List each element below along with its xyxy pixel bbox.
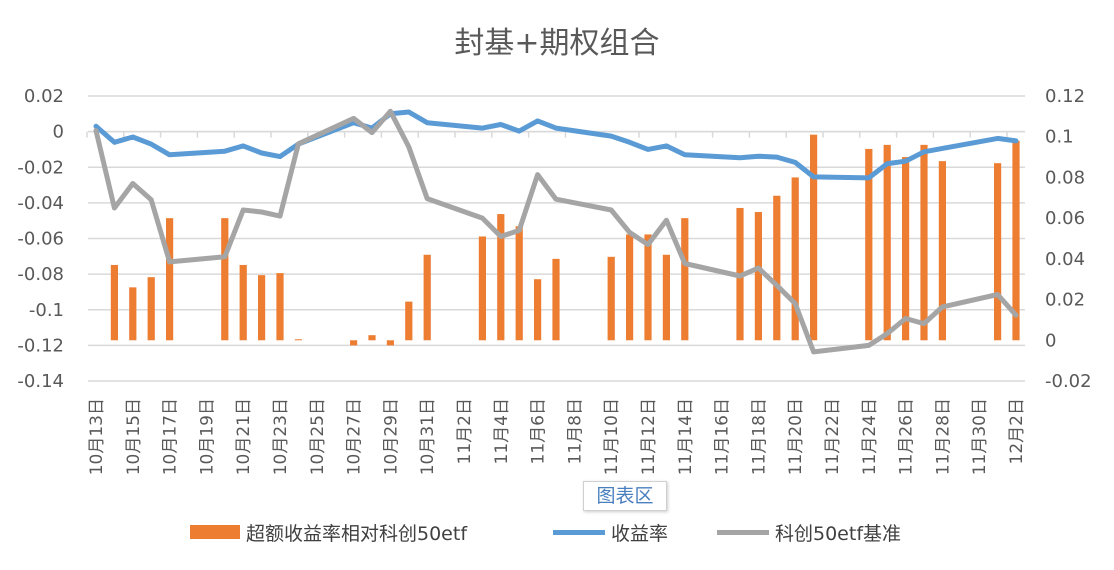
x-tick-label: 11月8日 <box>565 398 585 464</box>
x-tick-label: 11月28日 <box>933 398 953 475</box>
y-left-tick-label: -0.14 <box>17 371 64 392</box>
x-tick-label: 10月25日 <box>308 398 328 475</box>
x-tick-label: 10月17日 <box>161 398 181 475</box>
bar-excess-return <box>534 279 542 341</box>
x-tick-label: 11月10日 <box>602 398 622 475</box>
x-tick-label: 11月2日 <box>455 398 475 464</box>
y-left-tick-label: -0.08 <box>17 264 64 285</box>
bar-excess-return <box>478 236 486 341</box>
y-left-tick-label: -0.04 <box>17 193 64 214</box>
legend-swatch-bar <box>190 525 240 539</box>
legend-swatch-line <box>717 529 769 535</box>
bar-excess-return <box>994 163 1002 341</box>
bar-excess-return <box>552 258 560 341</box>
legend-item-benchmark: 科创50etf基准 <box>717 518 901 546</box>
legend-swatch-line <box>553 529 605 535</box>
bar-excess-return <box>902 157 910 341</box>
x-tick-label: 10月19日 <box>197 398 217 475</box>
bar-excess-return <box>350 340 358 346</box>
bar-excess-return <box>405 301 413 341</box>
x-tick-label: 10月13日 <box>87 398 107 475</box>
x-tick-label: 11月22日 <box>823 398 843 475</box>
y-left-tick-label: -0.02 <box>17 157 64 178</box>
y-right-tick-label: 0 <box>1045 330 1056 351</box>
legend: 超额收益率相对科创50etf 收益率 科创50etf基准 <box>0 518 1114 546</box>
chart-title: 封基+期权组合 <box>454 26 660 61</box>
bar-excess-return <box>110 264 118 341</box>
bar-excess-return <box>810 134 818 341</box>
y-right-tick-label: 0.04 <box>1045 249 1085 270</box>
bar-excess-return <box>865 148 873 341</box>
x-tick-label: 10月15日 <box>124 398 144 475</box>
y-left-tick-label: 0.02 <box>24 86 64 107</box>
bar-excess-return <box>423 254 431 341</box>
bar-excess-return <box>920 144 928 341</box>
bar-excess-return <box>276 273 284 341</box>
bar-excess-return <box>221 218 229 341</box>
legend-label: 超额收益率相对科创50etf <box>246 522 468 545</box>
bar-excess-return <box>662 254 670 341</box>
y-right-tick-label: -0.02 <box>1045 371 1092 392</box>
line-return <box>93 109 1019 181</box>
y-right-tick-label: 0.1 <box>1045 127 1074 148</box>
x-tick-label: 10月27日 <box>345 398 365 475</box>
bar-excess-return <box>497 214 505 341</box>
x-tick-label: 11月20日 <box>786 398 806 475</box>
x-tick-label: 11月24日 <box>860 398 880 475</box>
legend-label: 收益率 <box>611 522 669 545</box>
y-right-tick-label: 0.12 <box>1045 86 1085 107</box>
x-tick-label: 11月12日 <box>639 398 659 475</box>
bar-excess-return <box>607 256 615 341</box>
bar-excess-return <box>754 212 762 341</box>
bar-excess-return <box>626 234 634 341</box>
x-tick-label: 11月18日 <box>749 398 769 475</box>
bar-excess-return <box>239 264 247 341</box>
y-left-tick-label: -0.06 <box>17 229 64 250</box>
x-tick-label: 11月30日 <box>970 398 990 475</box>
x-tick-label: 11月6日 <box>529 398 549 464</box>
y-right-tick-label: 0.08 <box>1045 167 1085 188</box>
x-tick-label: 11月14日 <box>676 398 696 475</box>
x-tick-label: 11月16日 <box>713 398 733 475</box>
bar-excess-return <box>258 275 266 341</box>
y-right-tick-label: 0.02 <box>1045 290 1085 311</box>
bar-excess-return <box>1012 140 1020 341</box>
bar-excess-return <box>129 287 137 341</box>
x-tick-label: 11月26日 <box>897 398 917 475</box>
bar-excess-return <box>515 226 523 341</box>
legend-item-excess: 超额收益率相对科创50etf <box>190 518 467 546</box>
x-tick-label: 10月23日 <box>271 398 291 475</box>
bar-excess-return <box>147 277 155 341</box>
y-right-tick-label: 0.06 <box>1045 208 1085 229</box>
x-tick-label: 10月29日 <box>381 398 401 475</box>
bar-excess-return <box>938 161 946 341</box>
bar-excess-return <box>681 218 689 341</box>
bar-excess-return <box>166 218 174 341</box>
x-tick-label: 12月2日 <box>1007 398 1027 464</box>
legend-item-return: 收益率 <box>553 518 668 546</box>
x-tick-label: 11月4日 <box>492 398 512 464</box>
bar-excess-return <box>791 177 799 341</box>
bar-excess-return <box>644 234 652 341</box>
chart-area-tooltip: 图表区 <box>583 481 667 511</box>
y-left-tick-label: -0.12 <box>17 335 64 356</box>
bar-excess-return <box>368 335 376 341</box>
bar-excess-return <box>294 339 302 341</box>
x-tick-label: 10月21日 <box>234 398 254 475</box>
y-left-tick-label: -0.1 <box>29 300 64 321</box>
legend-label: 科创50etf基准 <box>775 522 902 545</box>
bar-excess-return <box>883 144 891 341</box>
x-tick-label: 10月31日 <box>418 398 438 475</box>
bar-excess-return <box>386 340 394 346</box>
y-left-tick-label: 0 <box>53 122 64 143</box>
bar-excess-return <box>773 195 781 341</box>
